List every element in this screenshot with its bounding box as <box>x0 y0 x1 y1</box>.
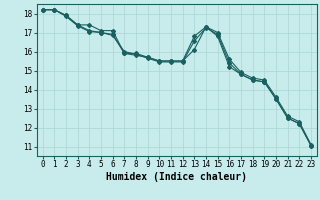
X-axis label: Humidex (Indice chaleur): Humidex (Indice chaleur) <box>106 172 247 182</box>
